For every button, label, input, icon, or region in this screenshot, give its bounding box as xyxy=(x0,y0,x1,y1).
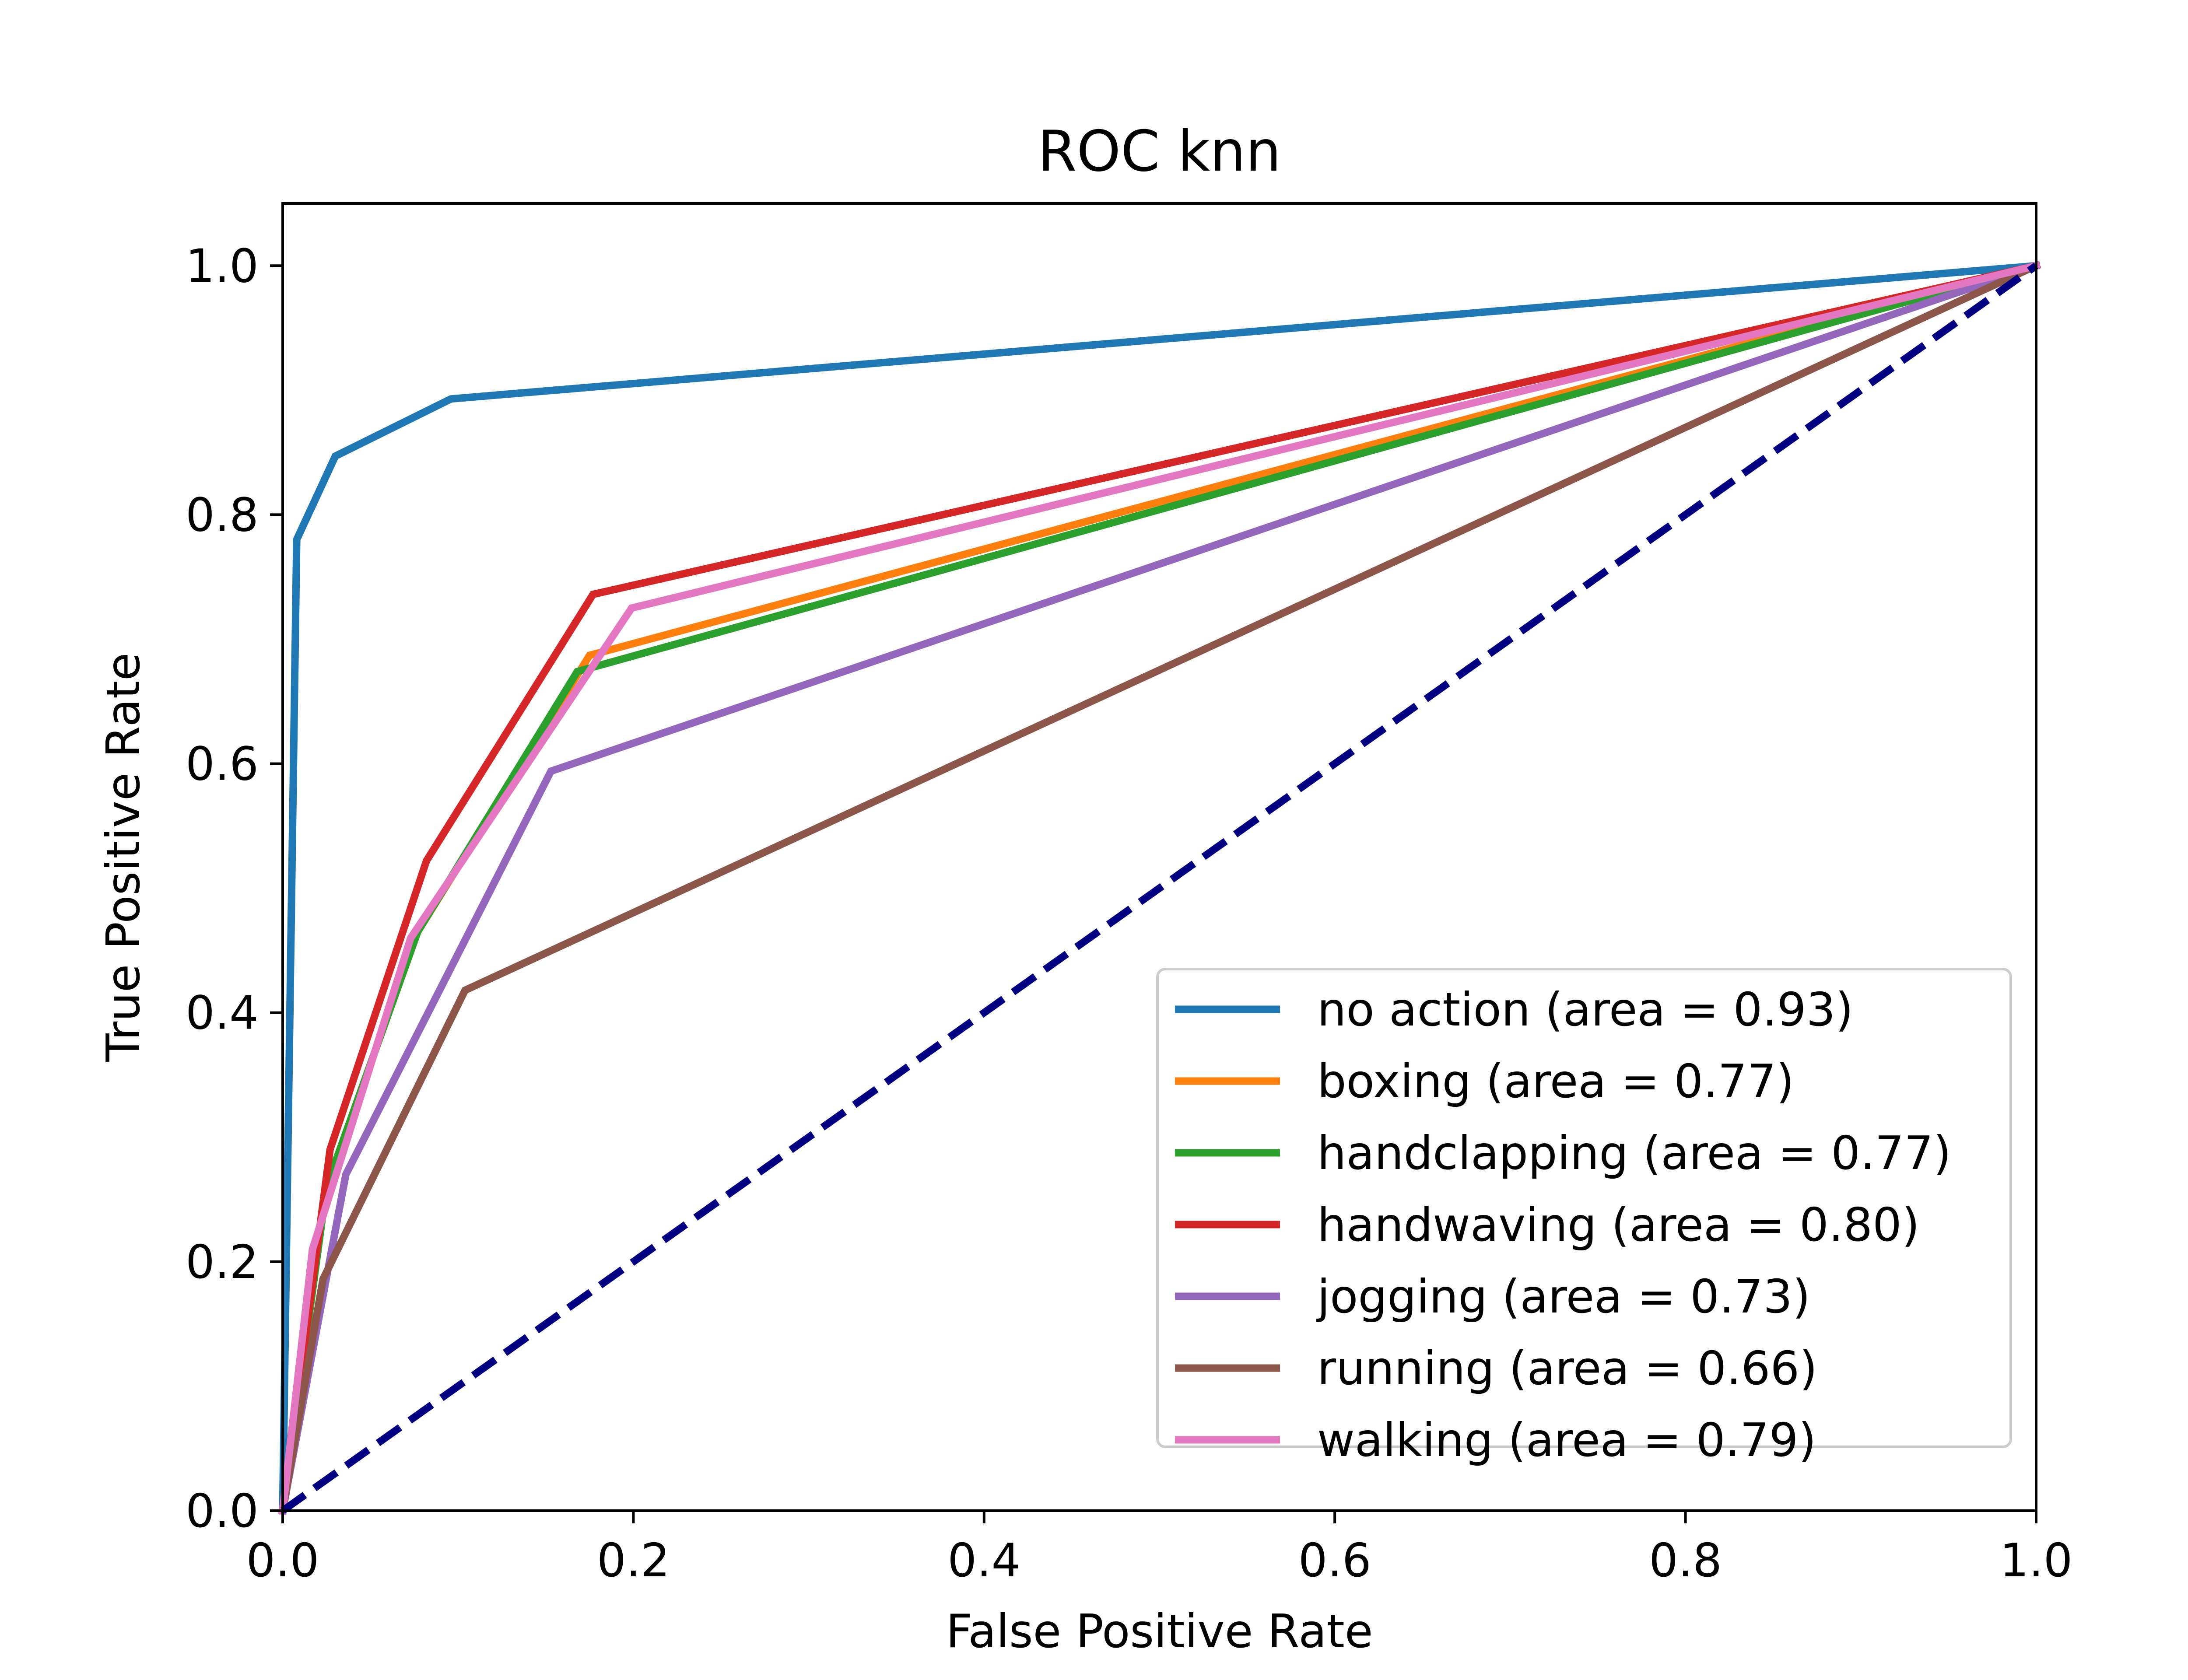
x-tick-label: 0.0 xyxy=(246,1534,319,1587)
y-axis-label: True Positive Rate xyxy=(97,652,150,1062)
legend-box xyxy=(1156,968,2012,1448)
chart-title: ROC knn xyxy=(1038,119,1281,184)
x-tick-label: 0.2 xyxy=(597,1534,670,1587)
x-tick-label: 0.8 xyxy=(1649,1534,1722,1587)
series-line-4 xyxy=(278,261,2041,1515)
legend-entry: no action (area = 0.93) xyxy=(1317,983,1853,1036)
x-tick-label: 0.4 xyxy=(947,1534,1020,1587)
legend: no action (area = 0.93) boxing (area = 0.… xyxy=(1156,968,2012,1467)
y-tick-label: 0.8 xyxy=(186,488,259,542)
legend-entry: boxing (area = 0.77) xyxy=(1317,1055,1794,1108)
legend-entry: handclapping (area = 0.77) xyxy=(1317,1127,1951,1180)
reference-diagonal-line xyxy=(281,262,2038,1514)
x-axis: 0.0 0.2 0.4 0.6 0.8 1.0 xyxy=(246,1511,2073,1587)
series-line-6 xyxy=(278,261,2041,1515)
plot-frame xyxy=(281,202,2037,1512)
y-axis: 0.0 0.2 0.4 0.6 0.8 1.0 xyxy=(186,239,283,1538)
y-tick-label: 0.4 xyxy=(186,987,259,1040)
series-line-7 xyxy=(278,261,2041,1515)
plot-lines xyxy=(278,261,2041,1515)
y-tick-label: 0.6 xyxy=(186,738,259,791)
legend-entry: running (area = 0.66) xyxy=(1317,1342,1817,1395)
legend-entry: jogging (area = 0.73) xyxy=(1316,1270,1810,1323)
series-line-1 xyxy=(279,262,2041,1515)
legend-entry: handwaving (area = 0.80) xyxy=(1317,1198,1920,1252)
y-tick-label: 1.0 xyxy=(186,239,259,293)
y-tick-label: 0.0 xyxy=(186,1484,259,1538)
x-tick-label: 1.0 xyxy=(2000,1534,2073,1587)
legend-entry: walking (area = 0.79) xyxy=(1317,1414,1816,1467)
x-axis-label: False Positive Rate xyxy=(946,1605,1373,1658)
x-tick-label: 0.6 xyxy=(1298,1534,1371,1587)
y-tick-label: 0.2 xyxy=(186,1236,259,1289)
